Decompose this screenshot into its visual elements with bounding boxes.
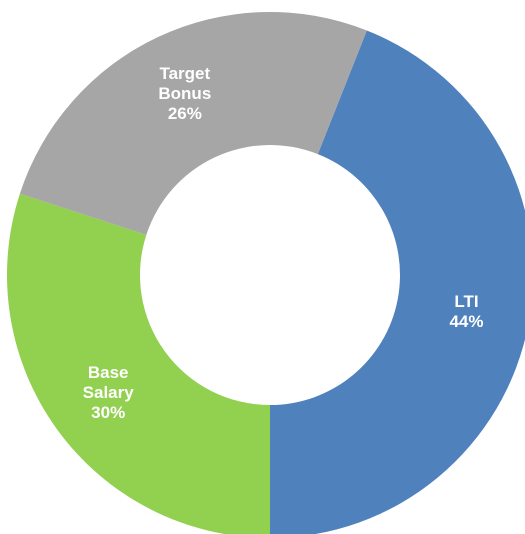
donut-slice xyxy=(270,30,525,534)
donut-slice xyxy=(19,12,367,235)
slice-label: Target Bonus 26% xyxy=(150,64,220,124)
slice-label: LTI 44% xyxy=(431,292,501,332)
slice-label: Base Salary 30% xyxy=(73,363,143,423)
value-label: 30% xyxy=(91,402,126,422)
category-label: LTI xyxy=(454,292,479,312)
category-label: Target Bonus xyxy=(158,64,212,104)
category-label: Base Salary xyxy=(82,362,134,402)
value-label: 26% xyxy=(167,104,202,124)
value-label: 44% xyxy=(449,312,484,332)
donut-slice xyxy=(7,193,270,534)
